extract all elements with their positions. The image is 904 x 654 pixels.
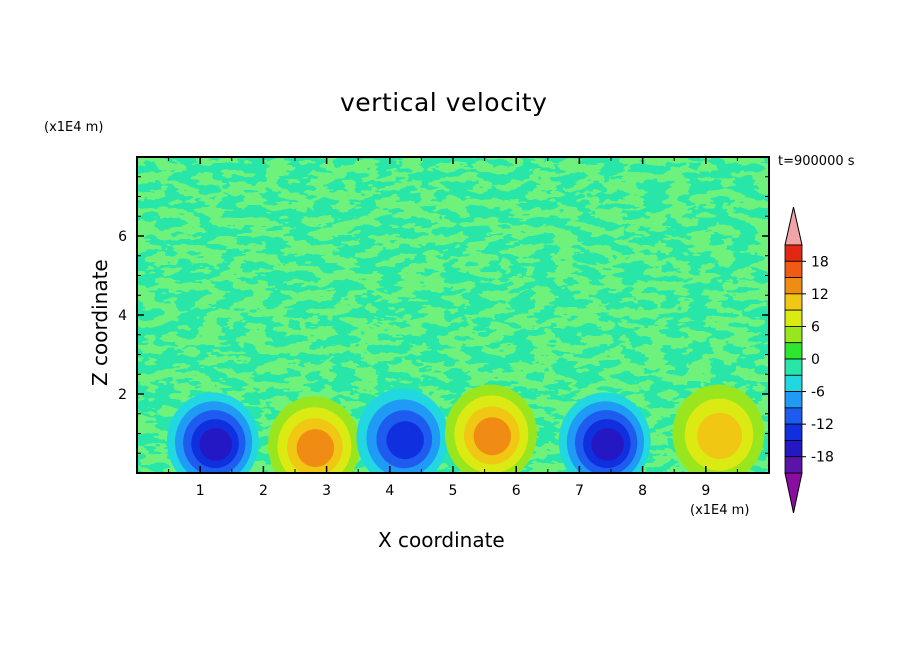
colorbar-tick-label: 6	[811, 319, 820, 335]
colorbar-bin	[784, 374, 803, 392]
convection-cell-4	[444, 384, 537, 473]
convection-cell-2	[267, 396, 360, 473]
colorbar-tick-label: -12	[811, 417, 834, 433]
colorbar-bin	[784, 391, 803, 409]
y-tick-label: 6	[118, 229, 127, 245]
contour-level	[697, 412, 743, 459]
convection-cell-5	[558, 392, 651, 473]
colorbar-bin	[784, 244, 803, 262]
y-tick-label: 4	[118, 308, 127, 324]
colorbar-min-triangle	[784, 472, 803, 514]
y-tick-label: 2	[118, 387, 127, 403]
axis-ticks: 1 2 3 4 5 6 7 8 9 2 4 6	[118, 157, 769, 499]
x-tick-label: 1	[196, 483, 205, 499]
colorbar-tick-label: 18	[811, 254, 829, 270]
x-tick-label: 5	[449, 483, 458, 499]
colorbar-bin	[784, 342, 803, 360]
x-axis-label: X coordinate	[378, 528, 505, 552]
convection-cell-6	[672, 384, 765, 473]
y-unit-label: (x1E4 m)	[44, 120, 104, 135]
x-tick-label: 8	[638, 483, 647, 499]
colorbar-tick-label: -18	[811, 450, 834, 466]
colorbar-bin	[784, 440, 803, 458]
convection-cell-3	[356, 388, 449, 473]
colorbar-tick-label: 0	[811, 352, 820, 368]
contour-level	[473, 417, 512, 456]
colorbar-tick-label: 12	[811, 287, 829, 303]
colorbar-bin	[784, 423, 803, 441]
colorbar: 18 12 6 0 -6 -12 -18	[784, 206, 834, 514]
x-tick-label: 4	[385, 483, 394, 499]
colorbar-bin	[784, 309, 803, 327]
contour-level	[386, 421, 424, 460]
x-tick-label: 6	[512, 483, 521, 499]
convection-cell-1	[166, 392, 259, 473]
colorbar-bin	[784, 293, 803, 311]
x-tick-label: 2	[259, 483, 268, 499]
contour-level	[199, 427, 233, 461]
colorbar-tick-label: -6	[811, 385, 825, 401]
x-unit-label: (x1E4 m)	[690, 503, 750, 518]
colorbar-bin	[784, 407, 803, 425]
contour-level	[591, 427, 625, 461]
colorbar-bin	[784, 456, 803, 474]
colorbar-max-triangle	[784, 206, 803, 246]
x-tick-label: 3	[322, 483, 331, 499]
colorbar-bin	[784, 260, 803, 278]
x-tick-label: 7	[575, 483, 584, 499]
colorbar-bin	[784, 326, 803, 344]
time-label: t=900000 s	[778, 154, 855, 169]
contour-level	[296, 429, 335, 468]
colorbar-bin	[784, 358, 803, 376]
y-axis-label: Z coordinate	[88, 259, 112, 386]
colorbar-bin	[784, 277, 803, 295]
plot-area	[137, 157, 769, 473]
x-tick-label: 9	[701, 483, 710, 499]
chart-title: vertical velocity	[340, 88, 548, 117]
